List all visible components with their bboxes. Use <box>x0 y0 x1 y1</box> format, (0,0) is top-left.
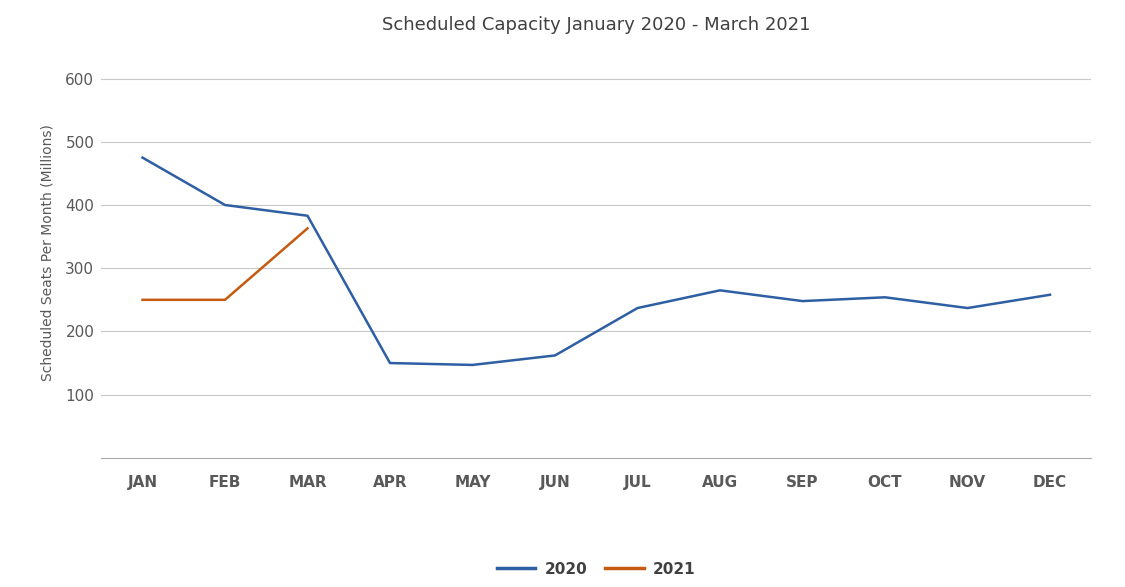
2020 <box>631 305 645 312</box>
Line: 2020: 2020 <box>143 157 1050 365</box>
2020 <box>218 201 232 208</box>
2020 <box>1043 291 1056 298</box>
2020 <box>466 362 479 369</box>
2020 <box>961 305 974 312</box>
2020 <box>879 294 892 301</box>
Y-axis label: Scheduled Seats Per Month (Millions): Scheduled Seats Per Month (Millions) <box>40 124 54 381</box>
2020 <box>548 352 561 359</box>
2021 <box>300 225 314 232</box>
2020 <box>136 154 150 161</box>
2020 <box>713 287 727 294</box>
2020 <box>795 298 809 305</box>
2020 <box>384 359 397 366</box>
Title: Scheduled Capacity January 2020 - March 2021: Scheduled Capacity January 2020 - March … <box>382 16 810 34</box>
2021 <box>136 296 150 303</box>
2021 <box>218 296 232 303</box>
2020 <box>300 212 314 220</box>
Line: 2021: 2021 <box>143 228 307 300</box>
Legend: 2020, 2021: 2020, 2021 <box>490 556 702 583</box>
